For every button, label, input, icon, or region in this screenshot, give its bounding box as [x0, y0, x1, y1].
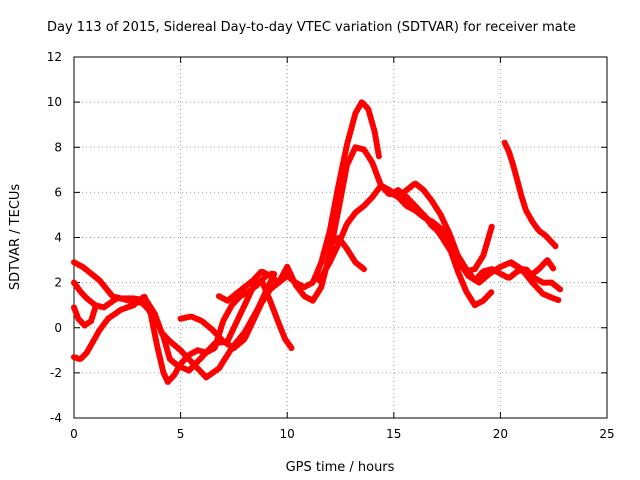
y-tick-label: 12	[47, 50, 62, 64]
x-tick-label: 25	[599, 427, 614, 441]
chart-title: Day 113 of 2015, Sidereal Day-to-day VTE…	[47, 20, 576, 35]
y-tick-label: 4	[54, 231, 62, 245]
series-track-3	[71, 270, 276, 385]
y-tick-label: 10	[47, 95, 62, 109]
series-track-8	[326, 234, 367, 273]
series-track-7	[316, 182, 495, 309]
y-tick-label: 8	[54, 140, 62, 154]
series-track-12	[510, 257, 557, 279]
x-tick-label: 0	[70, 427, 78, 441]
y-axis-label: SDTVAR / TECUs	[8, 184, 23, 291]
data-series	[71, 99, 564, 385]
y-tick-label: 2	[54, 276, 62, 290]
y-tick-label: -4	[50, 411, 62, 425]
series-track-11	[501, 139, 559, 250]
x-axis-label: GPS time / hours	[286, 460, 395, 475]
series-track-2	[71, 270, 278, 381]
axis-ticks: 0 5 10 15 20 25 -4 -2 0 2 4 6 8 10 12	[47, 50, 615, 441]
x-tick-label: 20	[493, 427, 508, 441]
y-tick-label: 0	[54, 321, 62, 335]
x-tick-label: 10	[280, 427, 295, 441]
series-track-6	[216, 144, 495, 304]
series-track-1	[71, 259, 295, 374]
y-tick-label: -2	[50, 366, 62, 380]
y-tick-label: 6	[54, 185, 62, 199]
series-track-10	[401, 196, 564, 304]
x-tick-label: 15	[386, 427, 401, 441]
series-track-4	[71, 304, 99, 329]
x-tick-label: 5	[177, 427, 185, 441]
